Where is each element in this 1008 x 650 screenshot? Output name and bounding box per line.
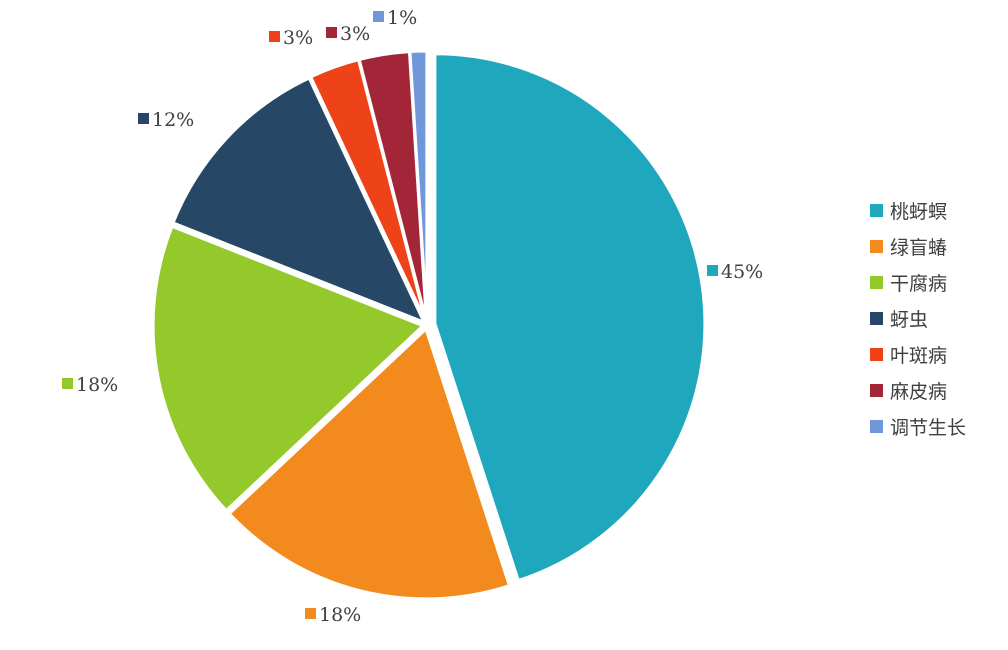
legend-item-5: 叶斑病 (870, 345, 947, 367)
data-label-marker (373, 11, 384, 22)
data-label-marker (138, 113, 149, 124)
legend-swatch (870, 240, 883, 253)
legend-swatch (870, 384, 883, 397)
legend-swatch (870, 348, 883, 361)
data-label-text: 45% (721, 261, 763, 283)
legend-label: 桃蚜螟 (890, 201, 947, 223)
data-label-text: 18% (76, 374, 118, 396)
legend-item-3: 干腐病 (870, 273, 947, 295)
data-label-text: 1% (387, 7, 417, 29)
data-label-marker (62, 378, 73, 389)
data-label-text: 3% (340, 23, 370, 45)
pie-slice-7 (408, 49, 429, 322)
data-label-3: 18% (62, 374, 118, 396)
data-label-marker (305, 608, 316, 619)
data-label-2: 18% (305, 604, 361, 626)
pie-slice-2 (227, 326, 512, 601)
legend-swatch (870, 204, 883, 217)
legend-item-2: 绿盲蝽 (870, 237, 947, 259)
data-label-marker (707, 265, 718, 276)
pie-slice-4 (171, 75, 428, 326)
legend-swatch (870, 276, 883, 289)
pie-slice-3 (151, 224, 426, 513)
pie-slice-1 (433, 52, 707, 583)
data-label-4: 12% (138, 109, 194, 131)
legend-label: 麻皮病 (890, 381, 947, 403)
legend-swatch (870, 312, 883, 325)
legend-label: 调节生长 (890, 417, 966, 439)
legend-label: 叶斑病 (890, 345, 947, 367)
data-label-text: 12% (152, 109, 194, 131)
legend-item-7: 调节生长 (870, 417, 966, 439)
data-labels: 45% 18% 18% 12% 3% 3% 1% (62, 7, 763, 626)
data-label-1: 45% (707, 261, 763, 283)
legend-item-1: 桃蚜螟 (870, 201, 947, 223)
legend-item-6: 麻皮病 (870, 381, 947, 403)
legend-label: 干腐病 (890, 273, 947, 295)
legend-swatch (870, 420, 883, 433)
legend-item-4: 蚜虫 (870, 309, 928, 331)
data-label-7: 1% (373, 7, 417, 29)
legend-label: 绿盲蝽 (890, 237, 947, 259)
data-label-marker (326, 27, 337, 38)
data-label-5: 3% (269, 27, 313, 49)
data-label-text: 3% (283, 27, 313, 49)
data-label-marker (269, 31, 280, 42)
pie-slices (151, 49, 707, 601)
legend-label: 蚜虫 (890, 309, 928, 331)
data-label-6: 3% (326, 23, 370, 45)
data-label-text: 18% (319, 604, 361, 626)
